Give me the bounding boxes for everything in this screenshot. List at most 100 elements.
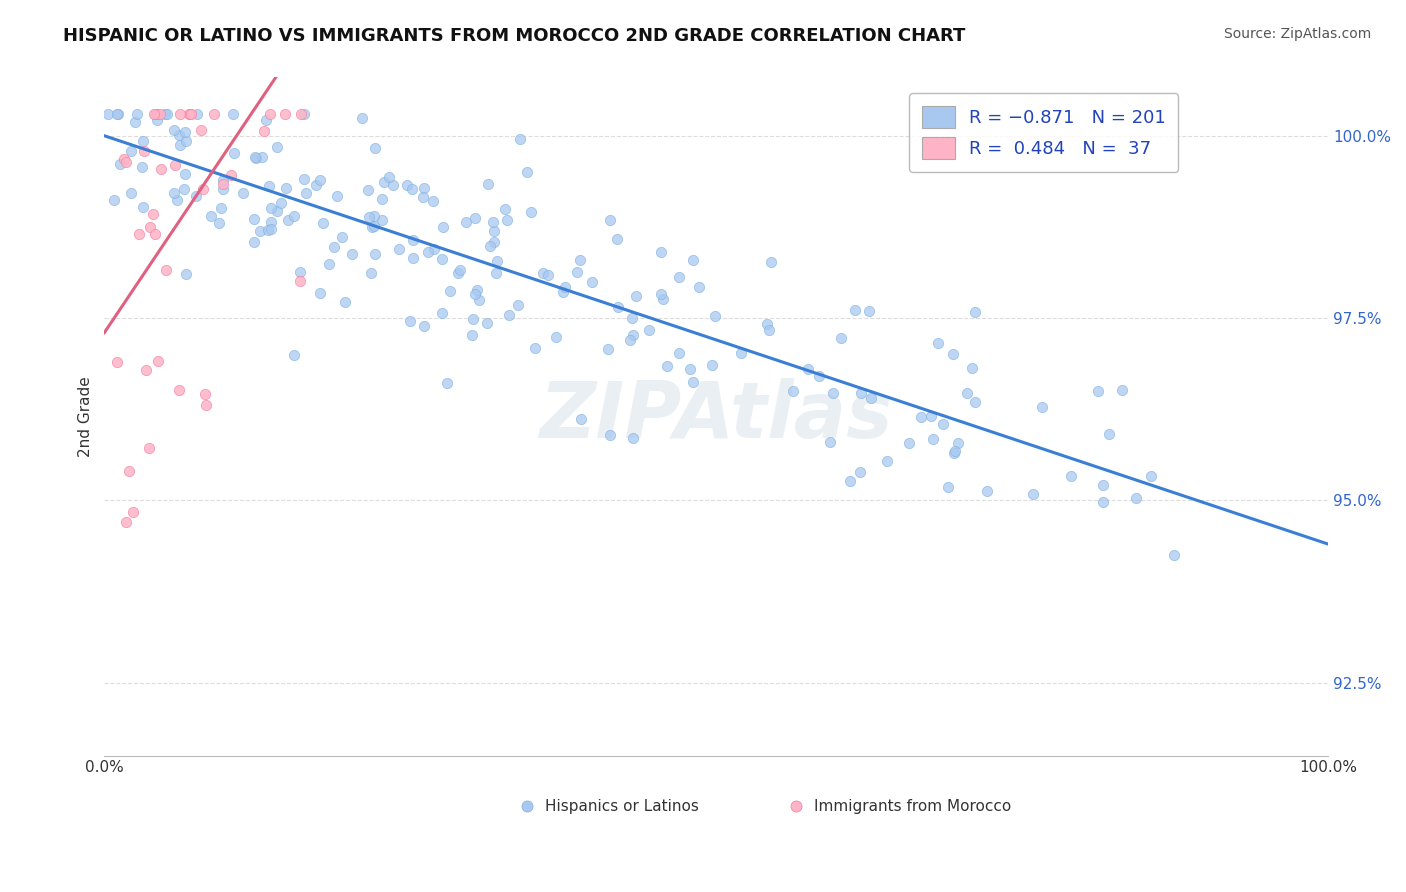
- Point: [509, 132, 531, 146]
- Point: [965, 305, 987, 319]
- Point: [876, 454, 898, 468]
- Point: [143, 107, 166, 121]
- Point: [700, 359, 723, 373]
- Point: [103, 194, 125, 208]
- Point: [191, 181, 214, 195]
- Point: [266, 203, 288, 218]
- Point: [202, 107, 225, 121]
- Point: [651, 292, 673, 306]
- Point: [464, 286, 486, 301]
- Point: [1060, 468, 1083, 483]
- Point: [195, 399, 218, 413]
- Point: [759, 255, 782, 269]
- Point: [179, 107, 201, 121]
- Point: [637, 323, 659, 337]
- Point: [242, 212, 264, 227]
- Point: [114, 154, 136, 169]
- Point: [373, 175, 395, 189]
- Point: [150, 161, 173, 176]
- Point: [619, 333, 641, 347]
- Point: [352, 111, 374, 125]
- Point: [682, 252, 704, 267]
- Point: [1163, 549, 1185, 563]
- Point: [1125, 491, 1147, 505]
- Point: [194, 386, 217, 401]
- Point: [910, 409, 932, 424]
- Point: [222, 107, 245, 121]
- Point: [312, 216, 335, 230]
- Point: [477, 177, 499, 191]
- Point: [360, 220, 382, 235]
- Point: [668, 346, 690, 360]
- Point: [360, 266, 382, 280]
- Point: [454, 215, 477, 229]
- Point: [482, 235, 505, 249]
- Point: [131, 200, 153, 214]
- Point: [260, 222, 283, 236]
- Point: [232, 186, 254, 201]
- Point: [138, 442, 160, 456]
- Point: [363, 209, 385, 223]
- Point: [465, 283, 488, 297]
- Point: [567, 265, 589, 279]
- Point: [190, 123, 212, 137]
- Text: ZIPAtlas: ZIPAtlas: [540, 378, 893, 455]
- Point: [105, 355, 128, 369]
- Point: [259, 201, 281, 215]
- Point: [1092, 495, 1115, 509]
- Point: [139, 220, 162, 235]
- Point: [1031, 400, 1053, 414]
- Point: [418, 245, 440, 260]
- Point: [149, 107, 172, 121]
- Point: [155, 107, 177, 121]
- Point: [257, 178, 280, 193]
- Point: [290, 107, 312, 121]
- Point: [920, 409, 942, 424]
- Point: [703, 309, 725, 323]
- Point: [551, 285, 574, 299]
- Point: [432, 306, 454, 320]
- Point: [211, 177, 233, 191]
- Point: [174, 125, 197, 139]
- Point: [276, 180, 298, 194]
- Point: [844, 302, 866, 317]
- Point: [274, 107, 297, 121]
- Point: [163, 186, 186, 201]
- Point: [249, 224, 271, 238]
- Point: [1087, 384, 1109, 399]
- Point: [682, 375, 704, 389]
- Point: [396, 178, 419, 193]
- Point: [413, 181, 436, 195]
- Point: [219, 168, 242, 182]
- Point: [108, 157, 131, 171]
- Point: [167, 383, 190, 397]
- Point: [1098, 427, 1121, 442]
- Point: [554, 279, 576, 293]
- Point: [839, 474, 862, 488]
- Point: [496, 212, 519, 227]
- Point: [450, 263, 472, 277]
- Point: [115, 515, 138, 529]
- Point: [468, 293, 491, 308]
- Point: [333, 295, 356, 310]
- Y-axis label: 2nd Grade: 2nd Grade: [79, 376, 93, 457]
- Point: [132, 134, 155, 148]
- Point: [606, 300, 628, 314]
- Point: [965, 395, 987, 409]
- Point: [533, 266, 555, 280]
- Point: [142, 207, 165, 221]
- Point: [105, 107, 128, 121]
- Point: [370, 193, 392, 207]
- Point: [1091, 478, 1114, 492]
- Point: [174, 267, 197, 281]
- Text: HISPANIC OR LATINO VS IMMIGRANTS FROM MOROCCO 2ND GRADE CORRELATION CHART: HISPANIC OR LATINO VS IMMIGRANTS FROM MO…: [63, 27, 966, 45]
- Point: [432, 220, 454, 235]
- Point: [283, 209, 305, 223]
- Point: [120, 186, 142, 201]
- Point: [921, 432, 943, 446]
- Point: [942, 446, 965, 460]
- Point: [927, 335, 949, 350]
- Point: [318, 257, 340, 271]
- Point: [124, 115, 146, 129]
- Point: [621, 432, 644, 446]
